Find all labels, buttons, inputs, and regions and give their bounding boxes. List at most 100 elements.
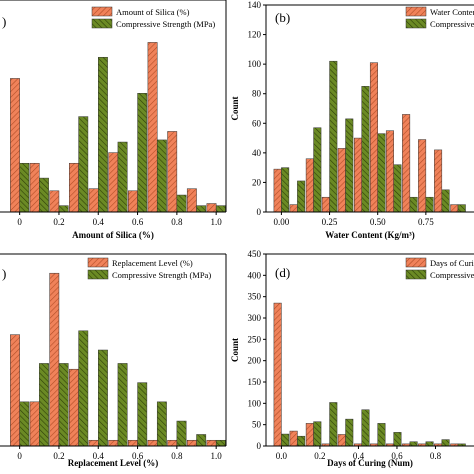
bar-a-2 bbox=[305, 423, 314, 447]
legend-entry: Compressive Strength (MPa) bbox=[116, 19, 215, 29]
bar-b-10 bbox=[441, 439, 450, 447]
legend-swatch bbox=[87, 269, 109, 280]
bar-b-2 bbox=[58, 363, 69, 447]
bar-b-4 bbox=[98, 349, 108, 447]
bar-b-9 bbox=[425, 196, 434, 213]
legend-swatch bbox=[405, 6, 427, 17]
x-axis-label: Amount of Silica (%) bbox=[72, 230, 154, 240]
legend-entry: Compressive Strength (MPa) bbox=[112, 270, 211, 280]
bar-b-4 bbox=[345, 118, 354, 213]
x-axis-label: Water Content (Kg/m³) bbox=[325, 230, 415, 240]
legend-entry: Compressive Strength (MPa bbox=[430, 270, 474, 280]
bar-b-10 bbox=[215, 439, 226, 447]
bar-b-9 bbox=[425, 441, 434, 447]
y-tick-label: 250 bbox=[248, 334, 262, 344]
x-tick-label: 1.0 bbox=[211, 217, 223, 227]
y-tick-label: 200 bbox=[248, 356, 262, 366]
bar-a-7 bbox=[147, 439, 158, 447]
bar-b-9 bbox=[196, 205, 207, 213]
bar-b-8 bbox=[176, 420, 187, 447]
x-tick-label: 0.2 bbox=[314, 451, 325, 461]
x-axis-label: Replacement Level (%) bbox=[68, 458, 158, 468]
x-tick-label: 0.8 bbox=[171, 451, 183, 461]
bar-a-8 bbox=[167, 131, 178, 213]
bar-b-8 bbox=[176, 194, 187, 213]
legend-swatch bbox=[91, 18, 113, 29]
legend-entry: Replacement Level (%) bbox=[112, 258, 193, 268]
bar-a-1 bbox=[29, 401, 40, 447]
legend-swatch bbox=[87, 257, 109, 268]
bar-b-10 bbox=[215, 205, 226, 213]
bar-a-3 bbox=[321, 196, 330, 213]
bar-a-2 bbox=[305, 158, 314, 213]
bar-a-7 bbox=[385, 130, 394, 213]
bar-a-0 bbox=[273, 302, 282, 447]
y-tick-label: 50 bbox=[252, 420, 262, 430]
x-tick-label: 0 bbox=[17, 451, 22, 461]
bar-b-4 bbox=[345, 418, 354, 447]
y-tick-label: 350 bbox=[248, 292, 262, 302]
panel-label: ) bbox=[2, 266, 6, 281]
y-tick-label: 60 bbox=[252, 118, 262, 128]
panel-label: (b) bbox=[275, 10, 290, 25]
bar-a-7 bbox=[147, 42, 158, 213]
bar-b-6 bbox=[137, 382, 148, 447]
x-tick-label: 0.4 bbox=[93, 217, 105, 227]
legend-entry: Compressive bbox=[430, 19, 474, 29]
bar-a-3 bbox=[69, 368, 79, 447]
bar-b-3 bbox=[329, 402, 338, 447]
bar-b-5 bbox=[361, 86, 370, 213]
bar-a-2 bbox=[49, 272, 60, 447]
bar-a-8 bbox=[402, 114, 411, 213]
bar-a-4 bbox=[88, 188, 99, 213]
bar-a-1 bbox=[289, 204, 298, 213]
bar-a-1 bbox=[29, 162, 40, 213]
legend-entry: Water Content bbox=[430, 7, 474, 17]
bar-a-0 bbox=[10, 78, 20, 213]
bar-b-2 bbox=[313, 421, 322, 447]
bar-b-7 bbox=[156, 401, 167, 447]
bar-b-2 bbox=[313, 127, 322, 213]
bar-a-0 bbox=[273, 168, 282, 213]
bar-a-10 bbox=[434, 149, 443, 213]
legend-swatch bbox=[405, 269, 427, 280]
y-tick-label: 100 bbox=[248, 59, 262, 69]
bar-a-0 bbox=[10, 334, 20, 447]
y-tick-label: 300 bbox=[248, 313, 262, 323]
bar-a-5 bbox=[353, 137, 362, 213]
x-tick-label: 0.25 bbox=[322, 217, 338, 227]
x-axis-label: Days of Curing (Num) bbox=[327, 458, 413, 468]
x-tick-label: 0.50 bbox=[370, 217, 386, 227]
bar-a-5 bbox=[108, 152, 119, 213]
x-tick-label: 0.2 bbox=[53, 217, 64, 227]
x-tick-label: 1.0 bbox=[211, 451, 223, 461]
bar-b-7 bbox=[156, 139, 167, 213]
y-tick-label: 0 bbox=[257, 441, 262, 451]
y-tick-label: 150 bbox=[248, 377, 262, 387]
y-tick-label: 40 bbox=[252, 148, 262, 158]
x-tick-label: 0.2 bbox=[53, 451, 64, 461]
x-tick-label: 0.00 bbox=[274, 217, 290, 227]
bar-b-5 bbox=[117, 141, 128, 213]
legend-swatch bbox=[405, 18, 427, 29]
bar-a-9 bbox=[418, 139, 427, 213]
legend-entry: Days of Curing (Num bbox=[430, 258, 474, 268]
bar-b-0 bbox=[281, 167, 290, 213]
bar-a-3 bbox=[69, 162, 79, 213]
bar-b-8 bbox=[409, 196, 418, 213]
bar-a-5 bbox=[108, 439, 119, 447]
y-tick-label: 100 bbox=[248, 398, 262, 408]
x-tick-label: 0.4 bbox=[93, 451, 105, 461]
bar-b-0 bbox=[19, 401, 30, 447]
y-axis-label: Count bbox=[230, 338, 240, 362]
bar-b-1 bbox=[39, 177, 49, 213]
x-tick-label: 0.0 bbox=[276, 451, 288, 461]
bar-a-4 bbox=[88, 439, 99, 447]
bar-a-2 bbox=[49, 190, 60, 213]
bar-a-6 bbox=[127, 190, 138, 213]
bar-b-6 bbox=[377, 423, 386, 447]
legend-swatch bbox=[405, 257, 427, 268]
x-tick-label: 0.8 bbox=[430, 451, 442, 461]
y-tick-label: 80 bbox=[252, 89, 262, 99]
bar-a-6 bbox=[369, 62, 378, 213]
